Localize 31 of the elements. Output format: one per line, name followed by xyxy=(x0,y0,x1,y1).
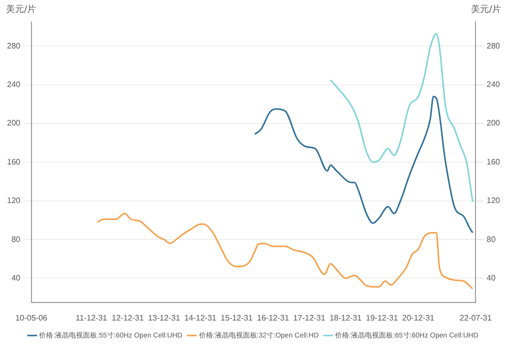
line-series xyxy=(330,32,474,203)
y-tick-label: 80 xyxy=(11,234,21,244)
x-tick-label: 17-12-31 xyxy=(293,313,326,322)
y2-tick-label: 120 xyxy=(486,196,501,206)
y-tick-label: 280 xyxy=(6,41,21,50)
y-tick-label: 200 xyxy=(6,118,21,128)
x-tick-label: 14-12-31 xyxy=(184,313,217,322)
x-tick-label: 12-12-31 xyxy=(112,313,144,322)
y2-axis-title: 美元/片 xyxy=(470,4,501,15)
x-tick-label: 13-12-31 xyxy=(148,313,181,322)
x-tick-label: 20-12-31 xyxy=(402,313,435,322)
y-tick-label: 160 xyxy=(6,157,21,166)
y2-tick-label: 200 xyxy=(486,118,501,128)
x-tick-label: 10-05-06 xyxy=(15,313,48,322)
x-tick-label: 16-12-31 xyxy=(257,313,290,322)
y-tick-label: 120 xyxy=(6,196,21,206)
y-axis-title: 美元/片 xyxy=(6,4,36,15)
x-tick-label: 15-12-31 xyxy=(220,313,254,322)
y-tick-label: 240 xyxy=(6,80,21,90)
x-tick-label: 19-12-31 xyxy=(366,313,398,322)
x-tick-label: 18-12-31 xyxy=(330,313,362,322)
y2-tick-label: 40 xyxy=(486,273,496,282)
y2-tick-label: 240 xyxy=(486,80,501,90)
x-tick-label: 11-12-31 xyxy=(76,313,108,322)
y2-tick-label: 160 xyxy=(486,157,501,166)
y2-tick-label: 80 xyxy=(486,234,496,244)
x-tick-label: 22-07-31 xyxy=(460,313,492,322)
y-tick-label: 40 xyxy=(11,273,21,282)
line-series xyxy=(254,96,474,234)
line-series xyxy=(96,212,474,290)
y2-tick-label: 280 xyxy=(486,41,501,50)
